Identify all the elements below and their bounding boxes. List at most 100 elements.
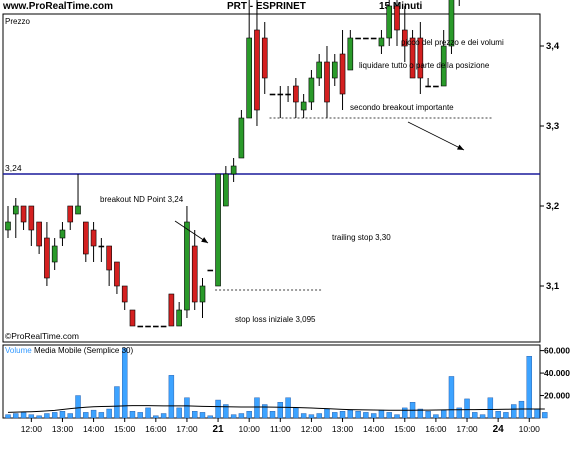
time-axis-tick-label: 14:00 (363, 424, 385, 434)
volume-bar (347, 409, 354, 419)
annotation-label: stop loss iniziale 3,095 (235, 315, 316, 324)
volume-bar (479, 414, 486, 419)
candle-body (433, 85, 439, 88)
volume-bar (207, 415, 213, 419)
candle-body (324, 61, 330, 103)
volume-bar (223, 404, 229, 419)
candle-body (425, 85, 431, 88)
volume-bar (487, 397, 494, 419)
candle-body (137, 325, 144, 328)
time-axis-tick-label: 13:00 (52, 424, 74, 434)
candle-body (409, 37, 416, 79)
volume-bar (440, 409, 447, 419)
candle-body (230, 165, 237, 175)
volume-bar (67, 413, 73, 419)
price-axis-tick-label: 3,1 (546, 281, 560, 292)
volume-bar (199, 412, 206, 419)
volume-bar (495, 411, 501, 419)
volume-bar (293, 407, 299, 419)
volume-bar (503, 412, 509, 419)
volume-bar (518, 400, 525, 419)
candle-body (59, 229, 66, 239)
volume-bar (145, 407, 151, 419)
candle-body (207, 269, 214, 272)
volume-bar (59, 411, 66, 419)
volume-bar (394, 414, 400, 419)
annotation-arrow-head (457, 144, 464, 150)
volume-bar (121, 348, 128, 419)
volume-bar (417, 408, 424, 419)
volume-bar (184, 397, 190, 419)
candle-body (339, 53, 346, 95)
candle-body (300, 101, 307, 111)
candle-body (121, 285, 128, 303)
candle-body (378, 37, 385, 47)
time-axis-tick-label: 14:00 (83, 424, 105, 434)
volume-bar (386, 412, 392, 419)
candle-body (347, 37, 354, 71)
candle-body (168, 293, 175, 327)
candle-body (160, 325, 167, 328)
site-title: www.ProRealTime.com (3, 1, 114, 12)
volume-bar (13, 413, 19, 419)
volume-bar (370, 413, 377, 419)
volume-bar (90, 409, 97, 419)
volume-bar (238, 413, 245, 419)
volume-bar (129, 411, 136, 419)
time-axis-tick-label: 13:00 (332, 424, 354, 434)
candle-body (176, 309, 182, 327)
candle-body (254, 29, 260, 111)
volume-bar (316, 413, 322, 419)
candle-body (199, 285, 206, 303)
volume-panel-label: Volume (5, 346, 32, 355)
volume-bar (168, 375, 175, 419)
candle-body (44, 237, 50, 279)
candle-body (129, 309, 136, 327)
time-axis-tick-label: 17:00 (176, 424, 198, 434)
volume-bar (51, 412, 58, 419)
time-axis-tick-label: 12:00 (21, 424, 43, 434)
volume-bar (160, 413, 167, 419)
candle-body (153, 325, 159, 328)
volume-bar (324, 408, 330, 419)
price-panel-frame (2, 13, 541, 343)
volume-bar (192, 411, 198, 419)
annotation-label: picco del prezzo e dei volumi (401, 38, 504, 47)
candle-body (293, 85, 299, 103)
candle-body (5, 221, 11, 231)
candle-body (36, 221, 42, 247)
volume-bar (230, 414, 237, 419)
volume-bar (464, 398, 470, 419)
volume-bar (402, 407, 408, 419)
volume-bar (277, 402, 283, 419)
volume-bar (98, 412, 105, 419)
candle-body (12, 205, 19, 215)
annotation-arrow-line (407, 121, 465, 151)
volume-bar (433, 414, 439, 419)
annotation-arrow-head (201, 237, 208, 243)
candle-body (98, 245, 105, 248)
candle-body (363, 37, 369, 40)
candle-body (145, 325, 151, 328)
candle-body (28, 205, 35, 231)
candle-body (440, 45, 447, 87)
time-axis-tick-label: 16:00 (145, 424, 167, 434)
candle-body (114, 261, 120, 287)
volume-bar (339, 411, 346, 419)
time-axis-tick-label: 11:00 (270, 424, 291, 434)
volume-bar (176, 407, 182, 419)
candle-body (269, 93, 276, 96)
volume-bar (254, 397, 260, 419)
price-axis-tick-label: 3,3 (546, 121, 559, 132)
candle-body (106, 245, 112, 271)
annotation-arrow-line (174, 220, 209, 244)
candle-body (308, 77, 315, 103)
candle-body (83, 221, 89, 255)
volume-bar (425, 411, 431, 419)
ma-panel-label: Media Mobile (Semplice 30) (34, 346, 133, 355)
volume-bar (542, 412, 548, 419)
volume-bar (363, 412, 369, 419)
volume-bar (269, 411, 276, 419)
time-axis-tick-label: 24 (493, 424, 505, 435)
